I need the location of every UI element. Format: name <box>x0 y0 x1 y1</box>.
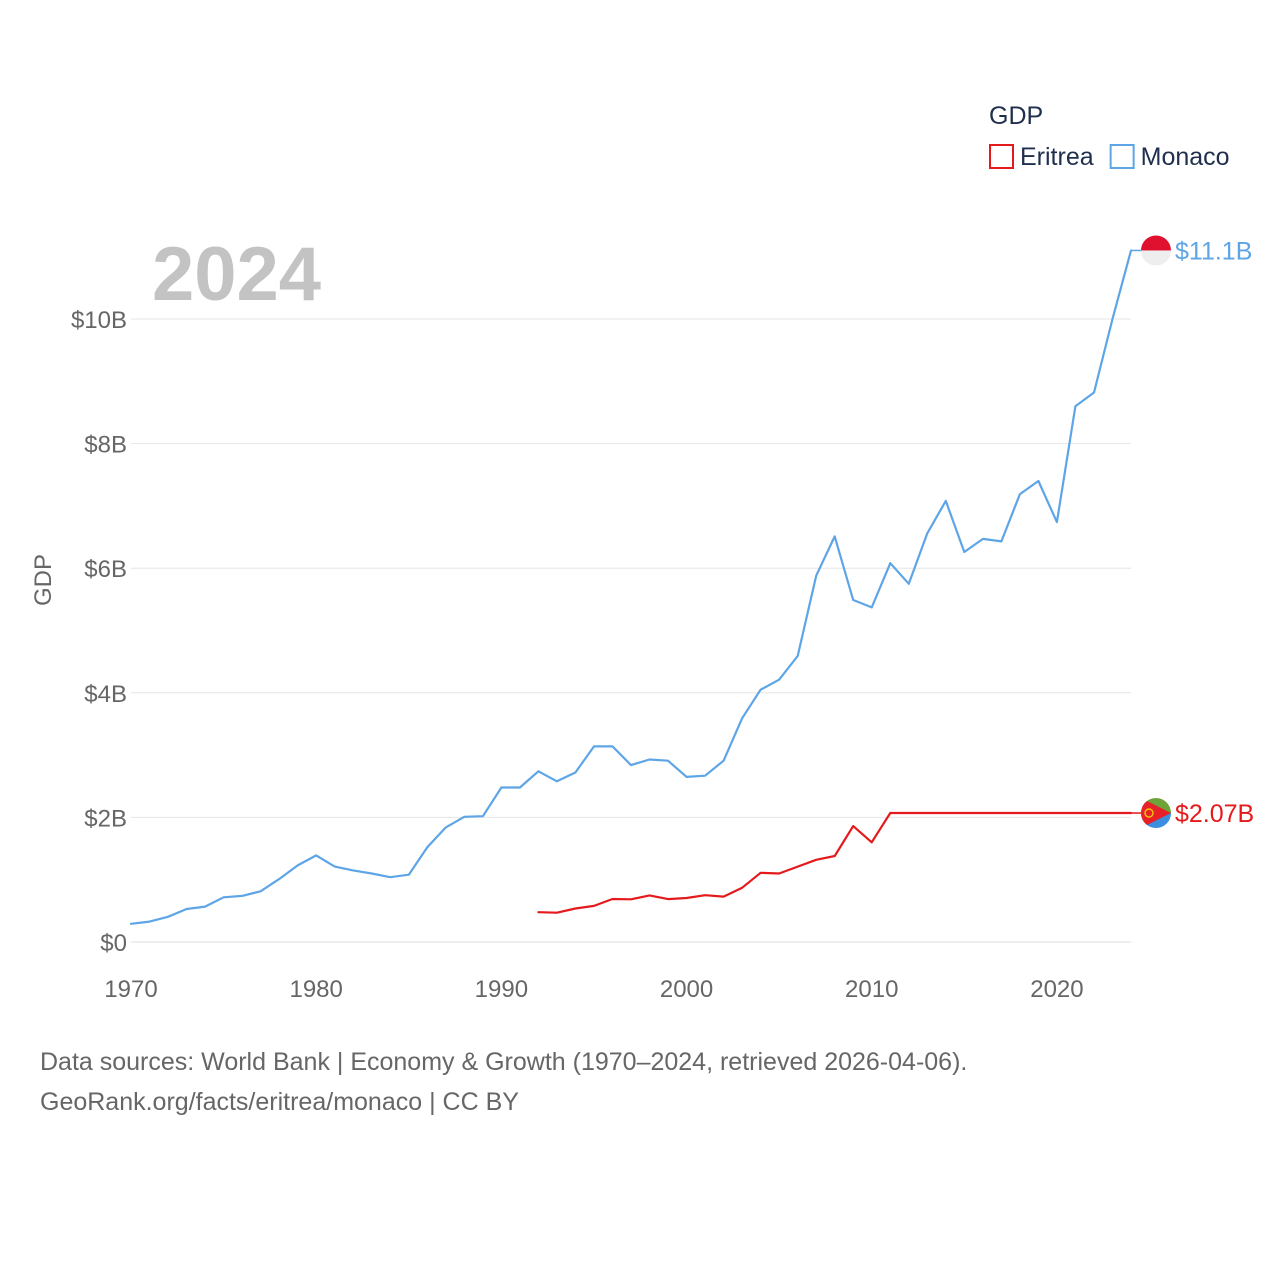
gridlines <box>131 318 1131 943</box>
x-tick-label: 1990 <box>475 976 528 1003</box>
legend-item-eritrea[interactable]: Eritrea <box>989 143 1094 171</box>
license-text: GeoRank.org/facts/eritrea/monaco | CC BY <box>40 1088 519 1116</box>
legend-label: Monaco <box>1141 143 1230 171</box>
monaco-flag-icon <box>1141 235 1171 266</box>
legend-title: GDP <box>989 102 1043 130</box>
y-tick-label: $8B <box>84 432 127 459</box>
x-tick-label: 2010 <box>845 976 898 1003</box>
x-tick-label: 2000 <box>660 976 713 1003</box>
y-axis-title: GDP <box>30 554 57 606</box>
x-tick-label: 1980 <box>289 976 342 1003</box>
series-line-eritrea <box>537 811 1133 914</box>
y-tick-label: $6B <box>84 556 127 583</box>
legend-item-monaco[interactable]: Monaco <box>1109 143 1230 171</box>
y-tick-label: $0 <box>100 930 127 957</box>
legend-label: Eritrea <box>1020 143 1094 171</box>
legend-swatch <box>1109 144 1135 169</box>
series-lines <box>129 249 1133 925</box>
year-label: 2024 <box>152 232 321 317</box>
y-tick-label: $4B <box>84 681 127 708</box>
source-text: Data sources: World Bank | Economy & Gro… <box>40 1048 968 1076</box>
axes: $0 $2B $4B $6B $8B $10B 1970 1980 1990 2000 2010 20… <box>71 307 1084 1003</box>
x-tick-label: 2020 <box>1030 976 1083 1003</box>
y-tick-label: $10B <box>71 307 127 334</box>
end-value-label-monaco: $11.1B <box>1175 237 1252 265</box>
series-line-monaco <box>129 249 1133 925</box>
eritrea-flag-icon <box>1141 798 1171 829</box>
series-end-markers: $2.07B $11.1B <box>1131 235 1254 829</box>
legend: GDP Eritrea Monaco <box>989 102 1230 171</box>
source-footer: Data sources: World Bank | Economy & Gro… <box>40 1042 967 1122</box>
end-value-label-eritrea: $2.07B <box>1175 800 1254 828</box>
x-tick-label: 1970 <box>104 976 157 1003</box>
y-tick-label: $2B <box>84 805 127 832</box>
legend-swatch <box>989 144 1014 169</box>
